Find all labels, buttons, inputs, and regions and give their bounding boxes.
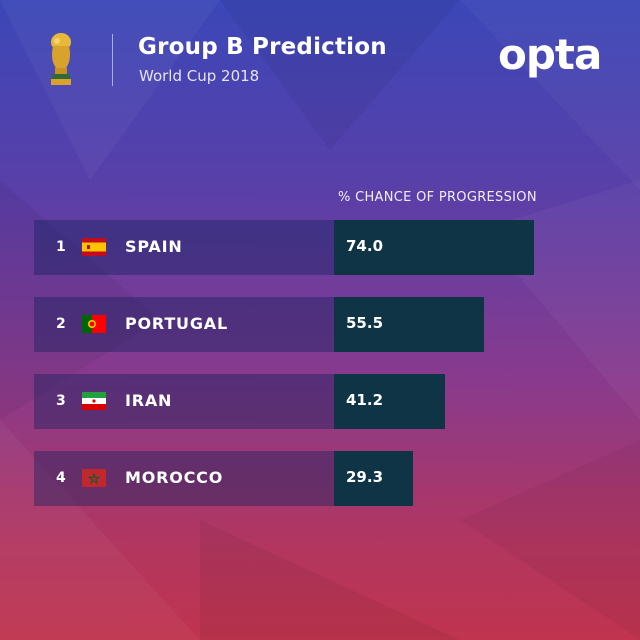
header-divider — [112, 34, 113, 86]
page-title: Group B Prediction — [138, 34, 387, 60]
progression-bar — [334, 220, 534, 275]
column-header: % CHANCE OF PROGRESSION — [338, 190, 537, 205]
spain-flag-icon — [82, 238, 106, 256]
page-subtitle: World Cup 2018 — [139, 67, 260, 85]
value-label: 74.0 — [346, 237, 384, 255]
rank-label: 1 — [56, 239, 66, 255]
opta-logo: opta — [498, 30, 602, 79]
trophy-icon — [51, 33, 71, 85]
team-name: IRAN — [125, 391, 173, 410]
progression-bar — [334, 451, 413, 506]
rank-label: 3 — [56, 393, 66, 409]
progression-bar — [334, 374, 445, 429]
row-label-box — [34, 220, 334, 275]
portugal-flag-icon — [82, 315, 106, 333]
morocco-flag-icon — [82, 469, 106, 487]
team-name: MOROCCO — [125, 468, 224, 487]
rank-label: 2 — [56, 316, 66, 332]
team-name: PORTUGAL — [125, 314, 228, 333]
progression-bar — [334, 297, 484, 352]
iran-flag-icon — [82, 392, 106, 410]
value-label: 55.5 — [346, 314, 384, 332]
row-label-box — [34, 374, 334, 429]
rank-label: 4 — [56, 470, 66, 486]
header: Group B Prediction World Cup 2018 opta — [0, 0, 640, 110]
team-name: SPAIN — [125, 237, 183, 256]
value-label: 29.3 — [346, 468, 384, 486]
value-label: 41.2 — [346, 391, 384, 409]
